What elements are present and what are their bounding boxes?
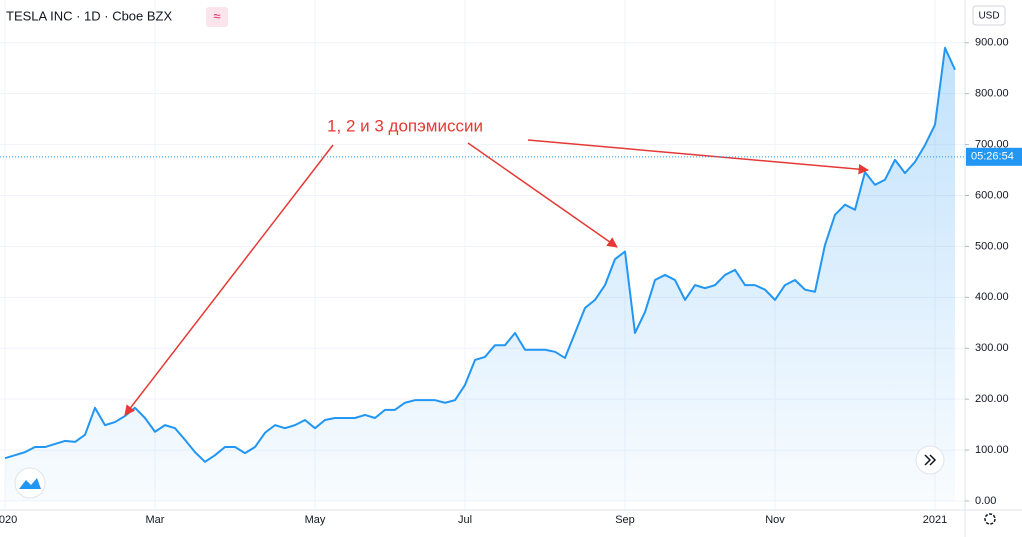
y-tick-label: 400.00 [975, 291, 1009, 303]
arrow [467, 142, 618, 248]
annotation: 1, 2 и 3 допэмиссии [327, 116, 483, 135]
area [5, 47, 955, 501]
x-tick-label: 2020 [0, 514, 17, 526]
line [4, 46, 956, 463]
arrow [124, 144, 334, 416]
x-tick-label: Sep [615, 514, 635, 526]
scroll-icon [924, 454, 937, 466]
y-tick-label: 800.00 [975, 88, 1009, 100]
arrow [527, 139, 870, 175]
y-tick-label: 700.00 [975, 139, 1009, 151]
currency-box[interactable] [972, 5, 1006, 26]
x-tick-label: 2021 [923, 514, 947, 526]
settings-icon[interactable] [984, 513, 996, 525]
badge[interactable]: ≈ [213, 8, 220, 23]
currency[interactable]: USD [978, 11, 999, 22]
x-tick-label: Jul [458, 514, 472, 526]
logo[interactable] [14, 467, 46, 499]
y-tick-label: 0.00 [975, 495, 996, 507]
y-tick-label: 900.00 [975, 37, 1009, 49]
badge-box[interactable] [206, 7, 228, 27]
y-tick-label: 600.00 [975, 189, 1009, 201]
chart-title: TESLA INC · 1D · Cboe BZX [6, 8, 172, 23]
x-tick-label: May [305, 514, 326, 526]
price-label-box [966, 147, 1022, 166]
y-tick-label: 300.00 [975, 342, 1009, 354]
x-tick-label: Nov [765, 514, 785, 526]
logo-icon [19, 478, 41, 489]
x-tick-label: Mar [146, 514, 165, 526]
price-label: 05:26:54 [971, 151, 1014, 163]
y-tick-label: 500.00 [975, 240, 1009, 252]
y-tick-label: 100.00 [975, 444, 1009, 456]
y-tick-label: 200.00 [975, 393, 1009, 405]
